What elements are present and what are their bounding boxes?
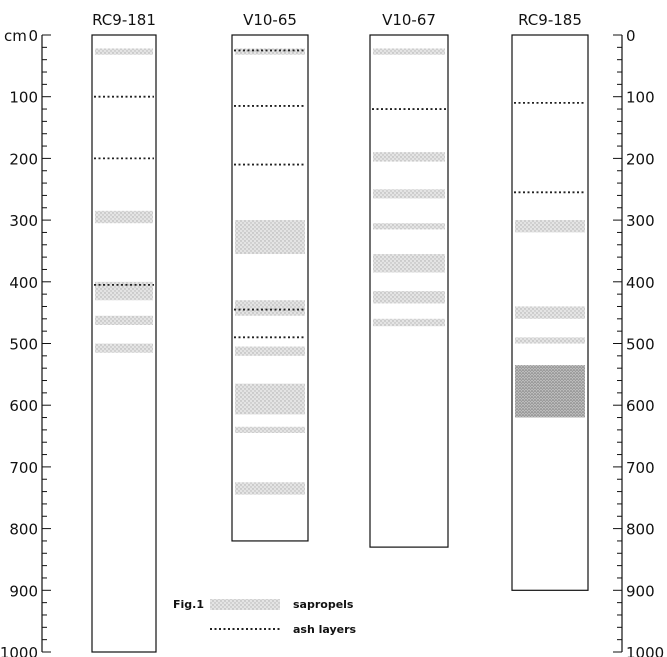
- sapropel-layer: [95, 48, 153, 55]
- right-tick-label: 300: [626, 212, 655, 230]
- sapropel-layer: [373, 254, 445, 273]
- left-tick-label: 900: [9, 582, 38, 600]
- right-tick-label: 200: [626, 150, 655, 168]
- depth-unit-label: cm: [4, 27, 27, 45]
- sapropel-layer: [373, 291, 445, 304]
- right-tick-label: 500: [626, 336, 655, 354]
- right-tick-label: 700: [626, 459, 655, 477]
- left-tick-label: 800: [9, 521, 38, 539]
- legend-sapropel-swatch: [210, 599, 280, 610]
- sapropel-layer: [373, 48, 445, 55]
- left-tick-label: 300: [9, 212, 38, 230]
- right-tick-label: 100: [626, 89, 655, 107]
- left-tick-label: 0: [28, 27, 38, 45]
- sapropel-layer: [235, 48, 305, 55]
- sapropel-layer: [95, 281, 153, 301]
- left-tick-label: 500: [9, 336, 38, 354]
- sapropel-layer: [373, 152, 445, 162]
- sapropel-layer: [515, 220, 585, 233]
- left-tick-label: 1000: [0, 644, 38, 657]
- sapropel-layer: [235, 426, 305, 433]
- sapropel-layer: [235, 300, 305, 316]
- cores: RC9-181 V10-65 V10-67 RC9-185: [91, 11, 589, 653]
- core-title: V10-65: [243, 11, 297, 29]
- right-depth-axis: 0 100 200 300 400 500 600 700 800 900 1000: [613, 27, 664, 657]
- core-column: RC9-181: [91, 11, 157, 653]
- legend-sapropels-label: sapropels: [293, 598, 354, 611]
- left-depth-axis: cm 0 100 200 300 400 500 600 700 800 900 1000: [0, 27, 51, 657]
- sapropel-layer: [373, 318, 445, 327]
- sapropel-layer: [95, 315, 153, 325]
- right-tick-label: 400: [626, 274, 655, 292]
- sapropel-layer: [373, 223, 445, 230]
- right-tick-label: 900: [626, 582, 655, 600]
- sapropel-layer: [235, 346, 305, 356]
- left-tick-label: 200: [9, 150, 38, 168]
- left-tick-label: 600: [9, 397, 38, 415]
- core-column: V10-65: [231, 11, 309, 542]
- right-tick-label: 0: [626, 27, 636, 45]
- sapropel-layer: [515, 337, 585, 344]
- sapropel-layer: [515, 306, 585, 319]
- core-title: RC9-181: [92, 11, 156, 29]
- figure-label: Fig.1: [173, 598, 204, 611]
- legend: Fig.1 sapropels ash layers: [173, 598, 357, 636]
- sapropel-layer: [95, 343, 153, 353]
- sapropel-layer: [95, 210, 153, 224]
- core-column: RC9-185: [511, 11, 589, 591]
- right-tick-label: 1000: [626, 644, 664, 657]
- left-tick-label: 400: [9, 274, 38, 292]
- core-title: V10-67: [382, 11, 436, 29]
- left-tick-label: 100: [9, 89, 38, 107]
- sapropel-layer: [373, 189, 445, 199]
- core-outline: [231, 34, 309, 542]
- left-tick-label: 700: [9, 459, 38, 477]
- legend-ash-label: ash layers: [293, 623, 357, 636]
- core-column: V10-67: [369, 11, 449, 548]
- sapropel-layer: [235, 383, 305, 415]
- sapropel-layer: [515, 365, 585, 418]
- sapropel-layer: [235, 482, 305, 495]
- core-title: RC9-185: [518, 11, 582, 29]
- sapropel-layer: [235, 220, 305, 255]
- right-tick-label: 800: [626, 521, 655, 539]
- right-tick-label: 600: [626, 397, 655, 415]
